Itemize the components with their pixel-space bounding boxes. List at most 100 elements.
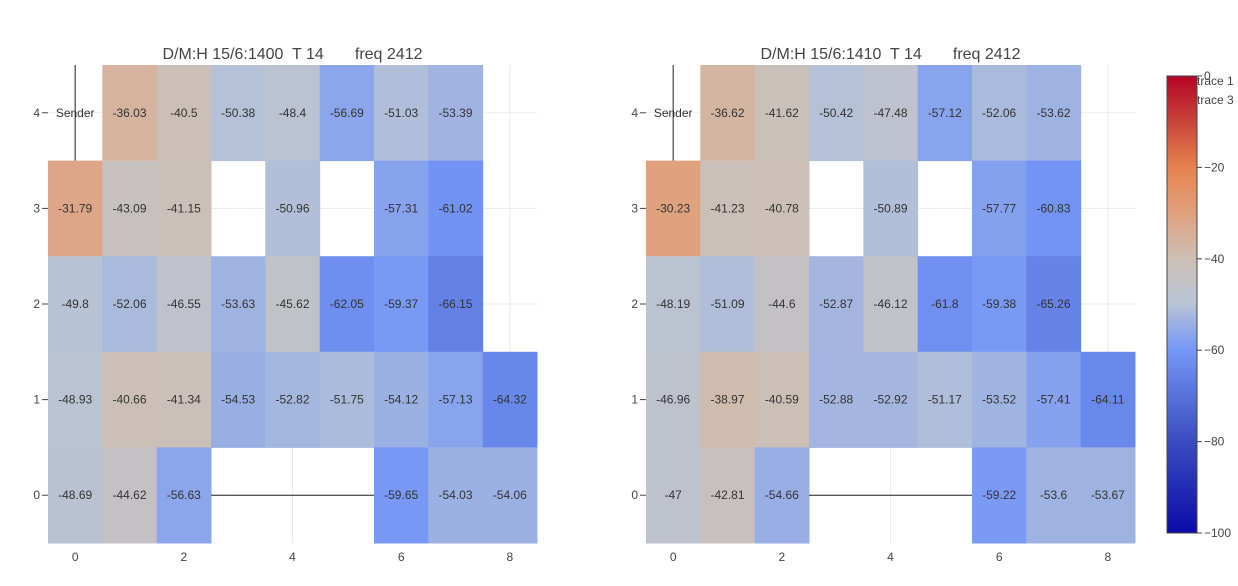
cell-value-label: -54.66 bbox=[765, 488, 799, 502]
heatmap-cell bbox=[1026, 447, 1082, 544]
x-tick-label: 8 bbox=[1104, 550, 1111, 564]
heatmap-cell bbox=[265, 256, 321, 353]
heatmap-cell bbox=[917, 256, 973, 353]
cell-value-label: -36.62 bbox=[710, 106, 744, 120]
heatmap-cell bbox=[809, 256, 864, 353]
y-tick-label: 4 bbox=[33, 106, 40, 120]
colorbar-tick-label: −40 bbox=[1204, 252, 1225, 266]
heatmap-cell bbox=[156, 65, 212, 162]
cell-value-label: -59.37 bbox=[384, 297, 418, 311]
x-tick-label: 0 bbox=[670, 550, 677, 564]
y-tick-label: 2 bbox=[33, 297, 40, 311]
heatmap-cell bbox=[428, 65, 484, 162]
x-tick-label: 2 bbox=[180, 550, 187, 564]
heatmap-cell bbox=[1026, 256, 1082, 353]
heatmap-cell bbox=[319, 65, 375, 162]
cell-value-label: -44.6 bbox=[768, 297, 796, 311]
heatmap-cell bbox=[646, 256, 701, 353]
cell-value-label: -52.88 bbox=[819, 393, 853, 407]
cell-value-label: -48.69 bbox=[58, 488, 92, 502]
heatmap-cell bbox=[972, 256, 1027, 353]
heatmap-cell bbox=[482, 447, 538, 544]
heatmap-cell bbox=[863, 65, 919, 162]
cell-value-label: -48.4 bbox=[279, 106, 307, 120]
heatmap-cell bbox=[482, 351, 538, 448]
cell-value-label: -40.78 bbox=[765, 201, 799, 215]
cell-value-label: -61.8 bbox=[931, 297, 959, 311]
heatmap-cell bbox=[374, 65, 429, 162]
cell-value-label: -31.79 bbox=[58, 201, 92, 215]
x-tick-label: 6 bbox=[996, 550, 1003, 564]
heatmap-cell bbox=[374, 256, 429, 353]
cell-value-label: -57.13 bbox=[438, 393, 472, 407]
heatmap-cell bbox=[156, 160, 212, 257]
heatmap-cell bbox=[374, 447, 429, 544]
cell-value-label: -57.41 bbox=[1036, 393, 1070, 407]
cell-value-label: -50.96 bbox=[275, 201, 309, 215]
legend-entry[interactable]: trace 1 bbox=[1197, 74, 1234, 88]
cell-value-label: -66.15 bbox=[438, 297, 472, 311]
cell-value-label: -65.26 bbox=[1036, 297, 1070, 311]
heatmap-cell bbox=[265, 65, 321, 162]
heatmap-cell bbox=[646, 351, 701, 448]
colorbar-tick-label: −60 bbox=[1204, 343, 1225, 357]
heatmap-cell bbox=[754, 256, 810, 353]
heatmap-cell bbox=[428, 351, 484, 448]
heatmap-cell bbox=[1080, 351, 1136, 448]
legend-entry[interactable]: trace 3 bbox=[1197, 93, 1234, 107]
legend: trace 1 trace 3 bbox=[1197, 74, 1234, 107]
heatmap-cell bbox=[48, 256, 103, 353]
cell-value-label: -49.8 bbox=[61, 297, 89, 311]
y-tick-label: 0 bbox=[33, 488, 40, 502]
colorbar-tick-label: −80 bbox=[1204, 435, 1225, 449]
cell-value-label: -59.38 bbox=[982, 297, 1016, 311]
cell-value-label: -56.69 bbox=[330, 106, 364, 120]
heatmap-cell bbox=[809, 351, 864, 448]
cell-value-label: -40.66 bbox=[112, 393, 146, 407]
y-tick-label: 2 bbox=[631, 297, 638, 311]
cell-value-label: -57.12 bbox=[928, 106, 962, 120]
cell-value-label: -53.67 bbox=[1091, 488, 1125, 502]
cell-value-label: -41.34 bbox=[167, 393, 201, 407]
colorbar-tick-label: −100 bbox=[1204, 526, 1231, 540]
y-tick-label: 0 bbox=[631, 488, 638, 502]
heatmap-cell bbox=[646, 447, 701, 544]
heatmap-cell bbox=[102, 65, 158, 162]
x-tick-label: 4 bbox=[289, 550, 296, 564]
heatmap-cell bbox=[863, 256, 919, 353]
sender-annotation: Sender bbox=[56, 106, 95, 120]
heatmap-cell bbox=[1026, 351, 1082, 448]
heatmap-cell bbox=[972, 447, 1027, 544]
cell-value-label: -36.03 bbox=[112, 106, 146, 120]
heatmap-cell bbox=[48, 447, 103, 544]
heatmap-cell bbox=[265, 160, 321, 257]
cell-value-label: -54.03 bbox=[438, 488, 472, 502]
cell-value-label: -46.96 bbox=[656, 393, 690, 407]
heatmap-cell bbox=[211, 351, 266, 448]
heatmap-cell bbox=[700, 447, 756, 544]
cell-value-label: -52.06 bbox=[112, 297, 146, 311]
x-tick-label: 2 bbox=[778, 550, 785, 564]
cell-value-label: -56.63 bbox=[167, 488, 201, 502]
cell-value-label: -51.75 bbox=[330, 393, 364, 407]
cell-value-label: -52.92 bbox=[873, 393, 907, 407]
heatmap-cell bbox=[700, 65, 756, 162]
heatmap-cell bbox=[972, 65, 1027, 162]
heatmap-cell bbox=[102, 160, 158, 257]
cell-value-label: -52.06 bbox=[982, 106, 1016, 120]
colorbar: 0 −20 −40 −60 −80 −100 bbox=[1166, 69, 1231, 540]
cell-value-label: -51.17 bbox=[928, 393, 962, 407]
cell-value-label: -40.5 bbox=[170, 106, 198, 120]
heatmap-cell bbox=[48, 351, 103, 448]
cell-value-label: -47.48 bbox=[873, 106, 907, 120]
cell-value-label: -48.19 bbox=[656, 297, 690, 311]
heatmap-cell bbox=[156, 447, 212, 544]
heatmap-cell bbox=[863, 160, 919, 257]
heatmap-cell bbox=[754, 65, 810, 162]
heatmap-cell bbox=[374, 160, 429, 257]
heatmap-cell bbox=[1080, 447, 1136, 544]
cell-value-label: -53.63 bbox=[221, 297, 255, 311]
y-tick-label: 1 bbox=[631, 393, 638, 407]
cell-value-label: -44.62 bbox=[112, 488, 146, 502]
cell-value-label: -62.05 bbox=[330, 297, 364, 311]
